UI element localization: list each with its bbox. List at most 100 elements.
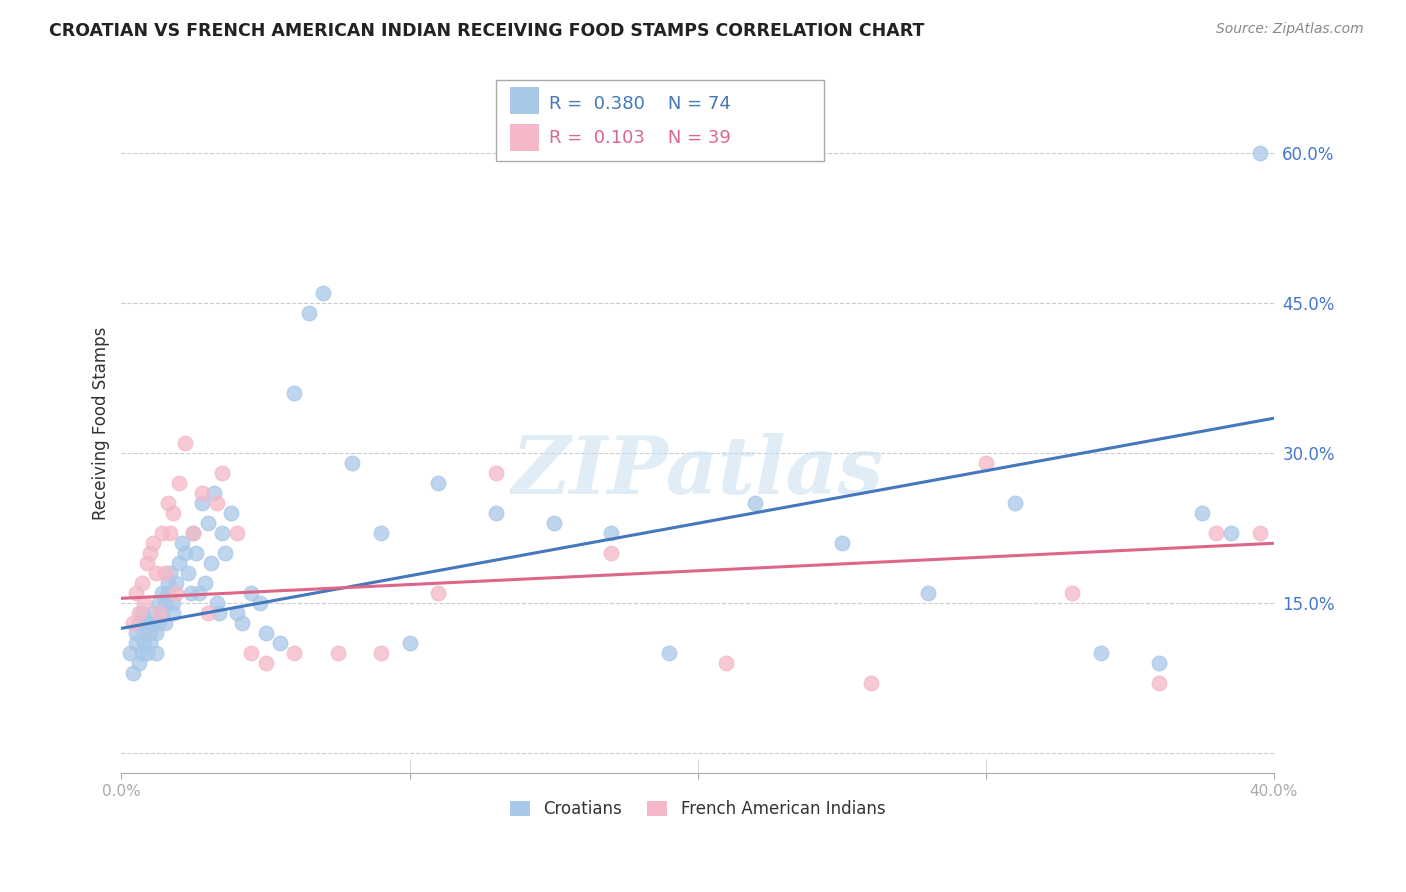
Point (139, 546, 162, 560)
Text: R =  0.380    N = 74: R = 0.380 N = 74 (548, 95, 731, 113)
Point (142, 536, 165, 550)
Point (205, 496, 228, 510)
Point (658, 646, 681, 660)
Point (326, 646, 349, 660)
Point (153, 566, 176, 581)
Point (191, 486, 214, 500)
Point (183, 526, 205, 541)
Point (156, 586, 179, 600)
Point (156, 496, 179, 510)
Point (183, 526, 205, 541)
Point (186, 546, 208, 560)
Point (128, 607, 150, 621)
FancyBboxPatch shape (510, 87, 538, 114)
Point (1191, 506, 1213, 520)
Point (240, 646, 263, 660)
Point (139, 636, 162, 650)
Point (131, 646, 153, 660)
Point (150, 607, 173, 621)
Point (177, 566, 200, 581)
Point (1147, 657, 1170, 671)
Point (134, 636, 156, 650)
Point (1205, 526, 1227, 541)
Point (716, 657, 738, 671)
Point (197, 607, 219, 621)
Point (231, 616, 253, 631)
Point (125, 586, 148, 600)
Point (134, 596, 156, 610)
Point (485, 506, 508, 520)
Point (125, 636, 148, 650)
Point (125, 626, 148, 640)
Point (136, 646, 159, 660)
Point (208, 607, 231, 621)
Point (197, 516, 219, 531)
Point (600, 546, 623, 560)
Point (150, 526, 173, 541)
Point (162, 607, 184, 621)
Point (859, 676, 882, 690)
Point (200, 556, 222, 570)
Point (145, 566, 167, 581)
Point (211, 467, 233, 481)
Point (170, 536, 193, 550)
Point (600, 526, 623, 541)
Point (1004, 496, 1026, 510)
Point (283, 646, 305, 660)
Point (202, 486, 225, 500)
Point (148, 596, 170, 610)
Point (134, 626, 156, 640)
Point (219, 506, 242, 520)
Point (249, 596, 271, 610)
Point (974, 456, 997, 470)
Point (148, 607, 170, 621)
Point (131, 607, 153, 621)
Point (162, 506, 184, 520)
Point (1062, 586, 1084, 600)
Point (180, 586, 202, 600)
Text: CROATIAN VS FRENCH AMERICAN INDIAN RECEIVING FOOD STAMPS CORRELATION CHART: CROATIAN VS FRENCH AMERICAN INDIAN RECEI… (49, 22, 925, 40)
Point (131, 576, 153, 591)
Point (398, 636, 420, 650)
Point (1090, 646, 1112, 660)
Point (269, 636, 291, 650)
Point (831, 536, 853, 550)
Point (194, 576, 217, 591)
FancyBboxPatch shape (496, 80, 824, 161)
Point (136, 556, 159, 570)
Point (128, 657, 150, 671)
Point (145, 626, 167, 640)
Point (917, 586, 939, 600)
Point (162, 596, 184, 610)
Text: R =  0.103    N = 39: R = 0.103 N = 39 (548, 129, 731, 147)
Point (427, 586, 450, 600)
Point (150, 586, 173, 600)
Point (1147, 676, 1170, 690)
Point (159, 566, 181, 581)
Point (744, 496, 766, 510)
Point (156, 576, 179, 591)
Point (312, 286, 335, 301)
Point (1249, 526, 1271, 541)
Point (205, 596, 228, 610)
Point (142, 607, 165, 621)
Point (340, 456, 363, 470)
Point (122, 616, 145, 631)
Point (298, 306, 321, 320)
Legend: Croatians, French American Indians: Croatians, French American Indians (503, 793, 891, 824)
Point (240, 586, 263, 600)
Point (214, 546, 236, 560)
Point (148, 616, 170, 631)
Point (427, 476, 450, 491)
Point (254, 657, 277, 671)
Point (165, 576, 187, 591)
Point (142, 616, 165, 631)
Point (128, 616, 150, 631)
Point (136, 616, 159, 631)
Point (1249, 146, 1271, 161)
Point (139, 626, 162, 640)
Point (283, 386, 305, 401)
Point (188, 586, 211, 600)
Point (370, 526, 392, 541)
Point (120, 646, 142, 660)
